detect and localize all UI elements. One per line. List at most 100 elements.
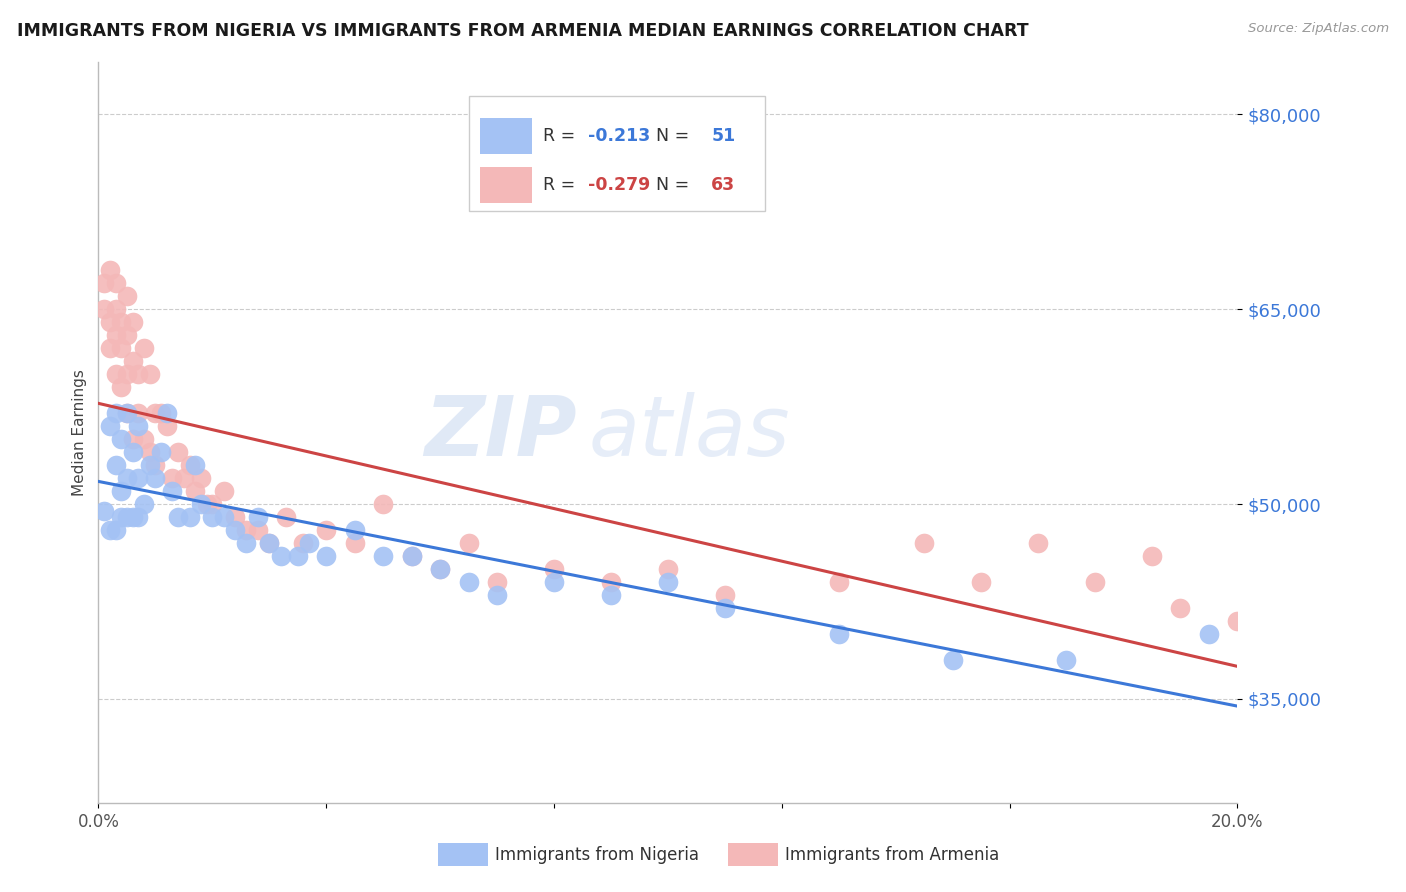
Point — [343, 523, 366, 537]
Point — [167, 510, 190, 524]
Point — [970, 574, 993, 589]
Point — [156, 419, 179, 434]
Point — [287, 549, 309, 563]
Point — [121, 510, 143, 524]
Point — [246, 510, 269, 524]
Point — [201, 497, 224, 511]
Point — [224, 510, 246, 524]
Point — [115, 406, 138, 420]
Point — [190, 471, 212, 485]
Point — [93, 302, 115, 317]
Text: Source: ZipAtlas.com: Source: ZipAtlas.com — [1249, 22, 1389, 36]
Point — [104, 406, 127, 420]
Point — [486, 574, 509, 589]
Point — [600, 574, 623, 589]
Point — [401, 549, 423, 563]
Point — [93, 277, 115, 291]
Point — [373, 497, 395, 511]
Text: -0.279: -0.279 — [588, 177, 651, 194]
Point — [179, 510, 201, 524]
Text: R =: R = — [543, 177, 581, 194]
Point — [93, 503, 115, 517]
Point — [235, 536, 257, 550]
Point — [127, 406, 149, 420]
Text: IMMIGRANTS FROM NIGERIA VS IMMIGRANTS FROM ARMENIA MEDIAN EARNINGS CORRELATION C: IMMIGRANTS FROM NIGERIA VS IMMIGRANTS FR… — [17, 22, 1029, 40]
FancyBboxPatch shape — [437, 843, 488, 866]
Point — [132, 432, 155, 446]
Point — [121, 354, 143, 368]
Point — [292, 536, 315, 550]
Point — [212, 484, 235, 499]
Text: Immigrants from Nigeria: Immigrants from Nigeria — [495, 846, 699, 863]
Point — [115, 328, 138, 343]
Point — [235, 523, 257, 537]
Point — [1084, 574, 1107, 589]
Point — [600, 588, 623, 602]
Point — [110, 432, 132, 446]
Point — [1026, 536, 1049, 550]
Point — [486, 588, 509, 602]
Point — [110, 341, 132, 355]
Point — [1226, 614, 1249, 628]
Point — [138, 445, 160, 459]
Point — [1198, 627, 1220, 641]
Text: 51: 51 — [711, 127, 735, 145]
Point — [1170, 601, 1192, 615]
Point — [150, 445, 173, 459]
FancyBboxPatch shape — [479, 118, 533, 154]
Point — [98, 315, 121, 329]
Point — [276, 510, 298, 524]
Point — [173, 471, 195, 485]
Text: N =: N = — [645, 177, 695, 194]
Point — [138, 367, 160, 381]
Point — [127, 471, 149, 485]
Point — [104, 367, 127, 381]
Point — [127, 510, 149, 524]
Point — [401, 549, 423, 563]
Point — [98, 263, 121, 277]
Point — [912, 536, 935, 550]
Point — [457, 574, 479, 589]
Point — [115, 289, 138, 303]
Point — [115, 471, 138, 485]
Point — [121, 445, 143, 459]
Point — [714, 588, 737, 602]
Text: 63: 63 — [711, 177, 735, 194]
Point — [429, 562, 451, 576]
Point — [429, 562, 451, 576]
Point — [150, 406, 173, 420]
Point — [156, 406, 179, 420]
Point — [373, 549, 395, 563]
Point — [298, 536, 321, 550]
Point — [110, 380, 132, 394]
Point — [315, 549, 337, 563]
Point — [162, 484, 184, 499]
Point — [1140, 549, 1163, 563]
Point — [127, 419, 149, 434]
Point — [104, 523, 127, 537]
Point — [104, 328, 127, 343]
FancyBboxPatch shape — [479, 167, 533, 203]
Point — [184, 458, 207, 472]
Text: ZIP: ZIP — [425, 392, 576, 473]
Point — [104, 458, 127, 472]
Point — [115, 510, 138, 524]
Point — [115, 406, 138, 420]
Point — [104, 302, 127, 317]
Point — [457, 536, 479, 550]
Point — [98, 523, 121, 537]
Point — [98, 341, 121, 355]
Point — [121, 315, 143, 329]
Text: atlas: atlas — [588, 392, 790, 473]
Text: R =: R = — [543, 127, 581, 145]
Point — [195, 497, 218, 511]
Point — [127, 367, 149, 381]
Point — [132, 497, 155, 511]
Point — [145, 406, 167, 420]
Point — [270, 549, 292, 563]
Point — [145, 471, 167, 485]
Point — [259, 536, 281, 550]
Point — [657, 574, 679, 589]
Point — [201, 510, 224, 524]
FancyBboxPatch shape — [728, 843, 779, 866]
